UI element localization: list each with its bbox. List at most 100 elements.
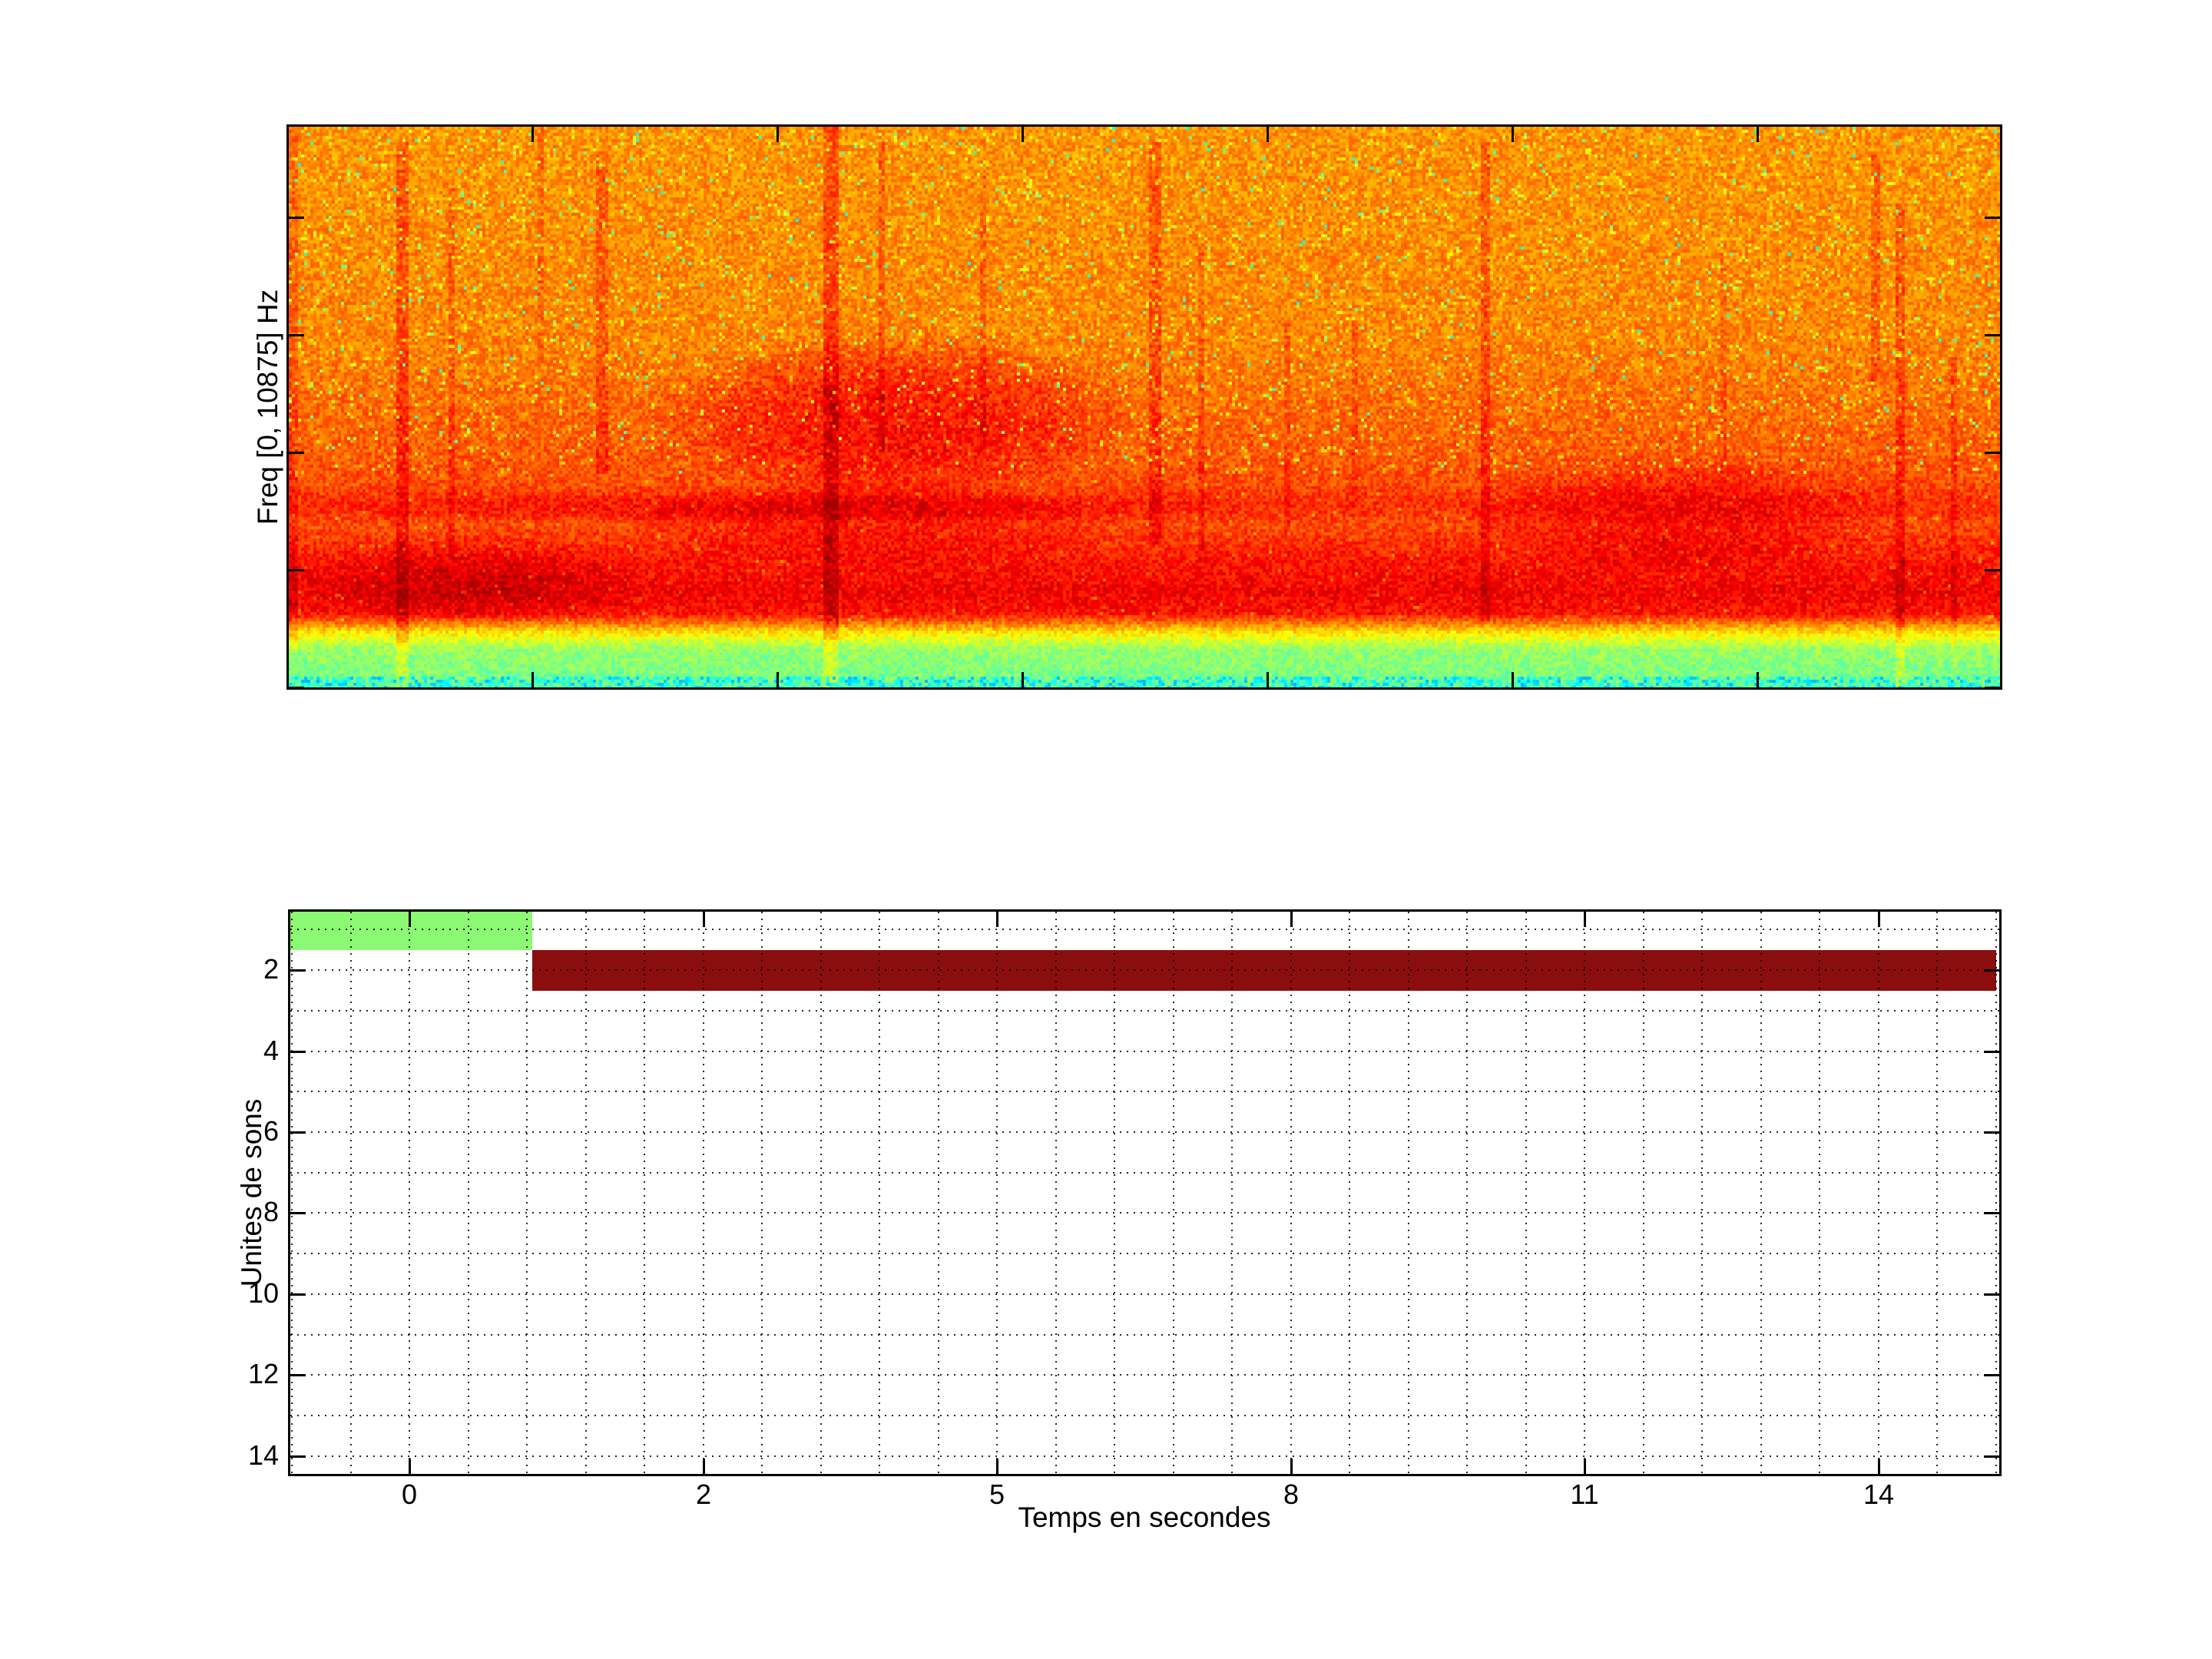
timeline-y-tick-label: 12: [247, 1358, 279, 1389]
timeline-grid-vline: [1819, 912, 1820, 1474]
timeline-grid-vline: [409, 912, 410, 1474]
timeline-grid-hline: [290, 1131, 1999, 1133]
timeline-grid-vline: [1584, 912, 1585, 1474]
timeline-grid-vline: [467, 912, 469, 1474]
timeline-grid-vline: [1760, 912, 1762, 1474]
timeline-x-tick-label: 8: [1283, 1479, 1300, 1510]
timeline-grid-vline: [1466, 912, 1468, 1474]
timeline-x-tick: [996, 1459, 998, 1474]
timeline-grid-hline: [290, 1253, 1999, 1255]
timeline-grid-vline: [1995, 912, 1997, 1474]
timeline-grid-vline: [1877, 912, 1879, 1474]
spectrogram-image: [289, 127, 2000, 687]
spectrogram-x-tick: [531, 672, 534, 687]
timeline-x-axis-label: Temps en secondes: [1018, 1502, 1271, 1533]
timeline-grid-hline: [290, 1374, 1999, 1376]
timeline-y-tick: [1984, 1212, 1999, 1214]
timeline-y-tick: [1984, 1293, 1999, 1296]
timeline-y-tick: [290, 1131, 306, 1134]
spectrogram-y-tick: [289, 569, 304, 571]
timeline-y-tick-label: 8: [263, 1196, 279, 1227]
spectrogram-y-axis-label: Freq [0, 10875] Hz: [252, 289, 283, 525]
timeline-grid-vline: [937, 912, 939, 1474]
timeline-axes: [288, 909, 2002, 1476]
spectrogram-y-tick: [289, 217, 304, 219]
spectrogram-x-tick: [1267, 127, 1269, 142]
spectrogram-y-tick: [1985, 452, 2000, 454]
timeline-grid-vline: [996, 912, 998, 1474]
timeline-grid-vline: [291, 912, 293, 1474]
timeline-grid-vline: [1114, 912, 1115, 1474]
timeline-grid-vline: [1936, 912, 1938, 1474]
timeline-y-tick: [1984, 1131, 1999, 1134]
timeline-grid-vline: [349, 912, 352, 1474]
timeline-grid-hline: [290, 1293, 1999, 1295]
timeline-grid-vline: [644, 912, 645, 1474]
timeline-grid-vline: [1701, 912, 1703, 1474]
timeline-grid-vline: [1349, 912, 1350, 1474]
spectrogram-x-tick: [1267, 672, 1269, 687]
spectrogram-y-tick: [1985, 334, 2000, 336]
timeline-grid-vline: [1407, 912, 1409, 1474]
spectrogram-y-tick: [1985, 687, 2000, 689]
timeline-grid-hline: [290, 1009, 1999, 1012]
spectrogram-y-tick: [1985, 569, 2000, 571]
timeline-y-tick: [1984, 969, 1999, 972]
timeline-grid-vline: [820, 912, 822, 1474]
timeline-grid-vline: [1055, 912, 1057, 1474]
timeline-y-tick: [290, 1455, 306, 1458]
timeline-x-tick: [1584, 1459, 1586, 1474]
timeline-grid-vline: [1642, 912, 1644, 1474]
timeline-y-tick: [1984, 1051, 1999, 1053]
timeline-y-tick-label: 2: [263, 953, 279, 985]
spectrogram-x-tick: [1512, 672, 1514, 687]
timeline-x-tick-label: 0: [401, 1479, 418, 1510]
timeline-y-tick: [1984, 1455, 1999, 1458]
timeline-x-tick: [409, 912, 411, 927]
timeline-grid-hline: [290, 1414, 1999, 1416]
timeline-x-tick: [703, 1459, 705, 1474]
timeline-y-tick-label: 10: [247, 1277, 279, 1309]
spectrogram-axes: [286, 124, 2002, 690]
timeline-x-tick-label: 14: [1863, 1479, 1895, 1510]
timeline-grid-hline: [290, 1212, 1999, 1214]
spectrogram-x-tick: [1757, 127, 1759, 142]
spectrogram-x-tick: [777, 127, 779, 142]
timeline-grid-vline: [879, 912, 880, 1474]
spectrogram-x-tick: [777, 672, 779, 687]
timeline-y-tick: [290, 1051, 306, 1053]
timeline-y-tick: [290, 1374, 306, 1376]
timeline-grid-hline: [290, 1333, 1999, 1336]
timeline-x-tick-label: 11: [1570, 1479, 1599, 1510]
timeline-grid-vline: [584, 912, 587, 1474]
timeline-y-tick-label: 6: [263, 1115, 279, 1147]
timeline-x-tick: [996, 912, 998, 927]
timeline-x-tick: [1290, 912, 1293, 927]
timeline-x-tick: [1878, 912, 1880, 927]
timeline-grid-vline: [1290, 912, 1292, 1474]
timeline-x-tick: [1290, 1459, 1293, 1474]
timeline-grid-hline: [290, 1171, 1999, 1174]
timeline-x-tick: [1584, 912, 1586, 927]
timeline-x-tick: [703, 912, 705, 927]
timeline-y-tick: [290, 1212, 306, 1214]
timeline-grid-hline: [290, 1091, 1999, 1093]
timeline-grid-vline: [1525, 912, 1527, 1474]
spectrogram-y-tick: [289, 334, 304, 336]
timeline-y-tick: [290, 969, 306, 972]
spectrogram-x-tick: [1022, 672, 1024, 687]
timeline-grid-hline: [290, 1455, 1999, 1457]
timeline-y-tick-label: 14: [247, 1439, 279, 1471]
timeline-grid-hline: [290, 929, 1999, 931]
timeline-grid-vline: [1172, 912, 1174, 1474]
spectrogram-x-tick: [531, 127, 534, 142]
spectrogram-y-tick: [289, 687, 304, 689]
spectrogram-x-tick: [1512, 127, 1514, 142]
timeline-grid-vline: [702, 912, 704, 1474]
timeline-y-tick-label: 4: [263, 1035, 279, 1066]
timeline-x-tick: [409, 1459, 411, 1474]
timeline-y-tick: [1984, 1374, 1999, 1376]
timeline-y-axis-label: Unites de sons: [236, 1098, 267, 1287]
timeline-x-tick-label: 5: [988, 1479, 1005, 1510]
